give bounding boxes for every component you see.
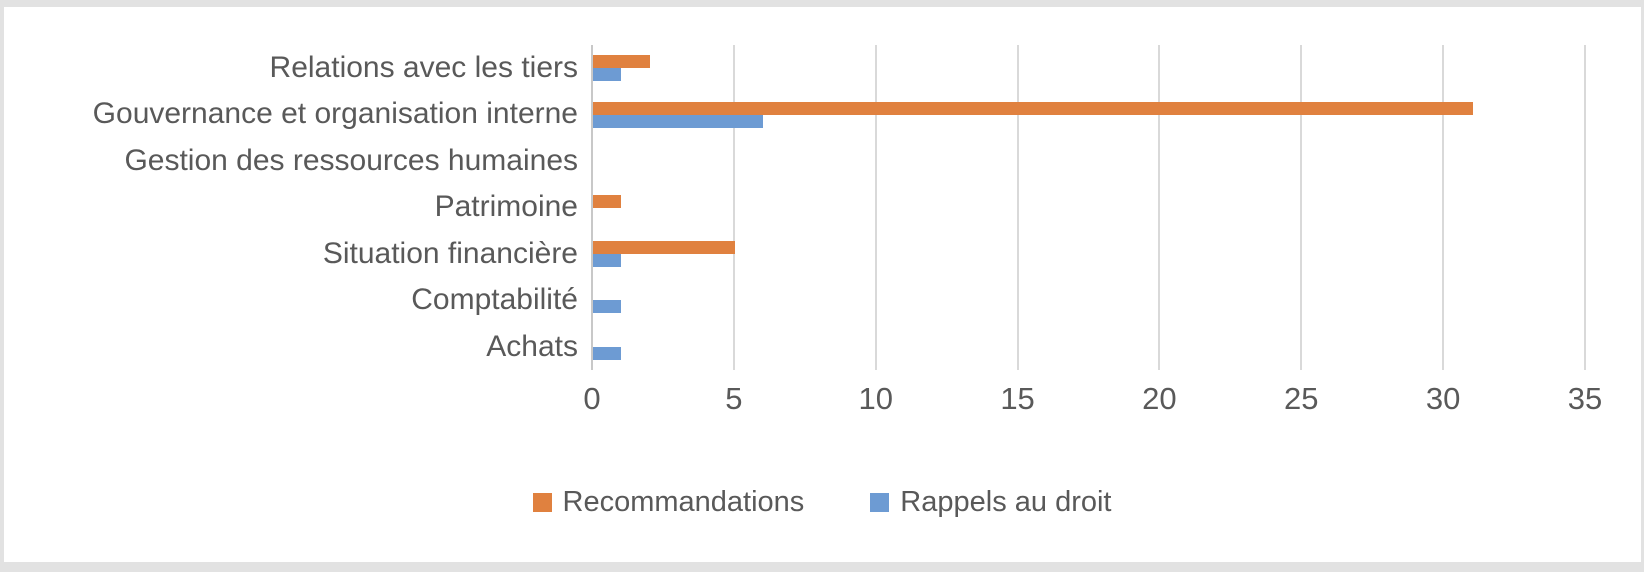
bar-recommandations bbox=[593, 55, 650, 69]
page-edge-bottom bbox=[0, 562, 1644, 572]
axis-line bbox=[591, 45, 593, 370]
x-tick-label: 35 bbox=[1567, 381, 1603, 416]
gridline bbox=[1442, 45, 1445, 370]
category-label: Relations avec les tiers bbox=[269, 51, 578, 84]
bar-recommandations bbox=[593, 194, 622, 208]
page-edge-right bbox=[1641, 0, 1644, 572]
bar-rappels-au-droit bbox=[593, 346, 622, 360]
category-label: Achats bbox=[486, 329, 578, 363]
legend-label-rappels-au-droit: Rappels au droit bbox=[900, 486, 1112, 518]
rappels-au-droit-swatch-icon bbox=[870, 493, 890, 512]
legend-label-recommandations: Recommandations bbox=[562, 486, 805, 518]
bar-rappels-au-droit bbox=[593, 300, 622, 314]
x-tick-label: 20 bbox=[1142, 381, 1177, 416]
legend-item-recommandations: Recommandations bbox=[532, 486, 805, 519]
category-label: Gouvernance et organisation interne bbox=[92, 97, 578, 131]
category-label: Patrimoine bbox=[434, 190, 578, 224]
page-edge-top bbox=[0, 0, 1644, 7]
chart-legend: Recommandations Rappels au droit bbox=[0, 486, 1644, 519]
category-label: Comptabilité bbox=[411, 283, 578, 317]
legend-item-rappels-au-droit: Rappels au droit bbox=[870, 486, 1111, 519]
x-tick-label: 5 bbox=[725, 381, 743, 416]
gridline bbox=[1584, 45, 1586, 370]
gridline bbox=[1158, 45, 1161, 370]
gridline bbox=[1300, 45, 1303, 370]
page-edge-left bbox=[0, 0, 4, 572]
gridline bbox=[732, 45, 735, 370]
recommandations-swatch-icon bbox=[532, 493, 552, 512]
bar-recommandations bbox=[593, 101, 1473, 115]
x-tick-label: 0 bbox=[583, 381, 601, 416]
gridline bbox=[1016, 45, 1019, 370]
gridline bbox=[874, 45, 877, 370]
x-tick-label: 10 bbox=[858, 381, 893, 416]
x-tick-label: 15 bbox=[1000, 381, 1035, 416]
bar-recommandations bbox=[593, 240, 735, 254]
category-label: Situation financière bbox=[322, 236, 578, 270]
x-tick-label: 25 bbox=[1284, 381, 1319, 416]
x-tick-label: 30 bbox=[1425, 381, 1461, 416]
category-label: Gestion des ressources humaines bbox=[124, 143, 578, 177]
bar-rappels-au-droit bbox=[593, 114, 764, 128]
bar-rappels-au-droit bbox=[593, 68, 622, 82]
bar-rappels-au-droit bbox=[593, 253, 622, 267]
